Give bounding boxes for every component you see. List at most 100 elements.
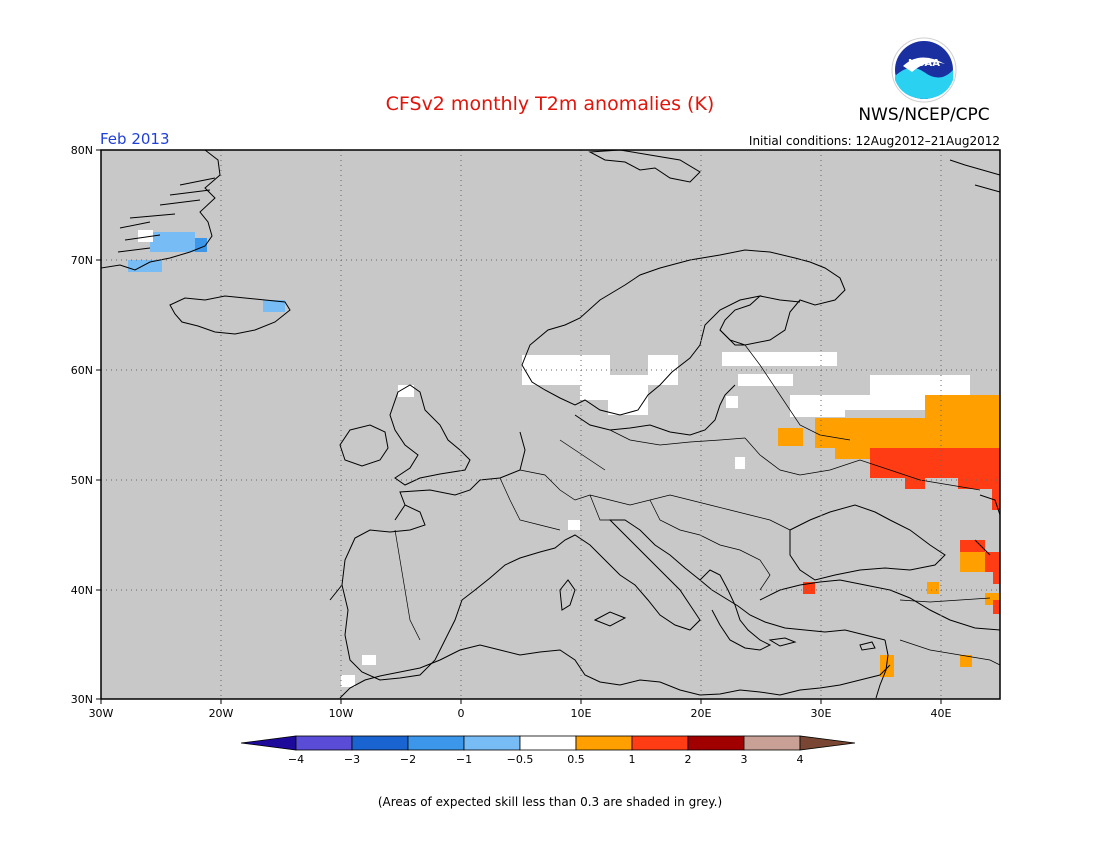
country-borders [394, 344, 1001, 666]
border-line [559, 429, 746, 471]
initial-conditions: Initial conditions: 12Aug2012–21Aug2012 [749, 134, 1000, 148]
greenland-coast [100, 149, 221, 278]
ireland-coast [339, 424, 389, 467]
noaa-logo-icon: NOAA [891, 37, 957, 103]
lat-label: 60N [71, 364, 93, 377]
latitude-labels: 80N 70N 60N 50N 40N 30N [71, 144, 93, 706]
forecast-month: Feb 2013 [100, 130, 170, 148]
anomaly-cell [778, 428, 803, 446]
lon-label: 10W [329, 707, 354, 720]
anomaly-cell [790, 395, 845, 417]
map-panel: 80N 70N 60N 50N 40N 30N 30W 20W 10W 0 10… [71, 144, 1001, 720]
lon-label: 30E [811, 707, 832, 720]
lat-label: 70N [71, 254, 93, 267]
novaya-zemlya-coast [949, 159, 1001, 193]
map-frame [100, 149, 1001, 700]
figure-title: CFSv2 monthly T2m anomalies (K) [386, 93, 715, 115]
skill-footnote: (Areas of expected skill less than 0.3 a… [378, 795, 722, 809]
lon-label: 0 [458, 707, 465, 720]
lat-label: 40N [71, 584, 93, 597]
colorbar-labels: −4 −3 −2 −1 −0.5 0.5 1 2 3 4 [288, 753, 804, 766]
scandinavia-coast [521, 249, 846, 416]
colorbar-label: −0.5 [507, 753, 534, 766]
colorbar-swatch [575, 735, 633, 751]
greenland-fjords [117, 177, 216, 253]
border-line [394, 529, 421, 641]
anomaly-cell [960, 540, 985, 552]
mediterranean-islands [559, 579, 876, 651]
border-line [899, 597, 1001, 666]
colorbar-label: 2 [685, 753, 692, 766]
lon-label: 20E [691, 707, 712, 720]
colorbar-label: 1 [629, 753, 636, 766]
axis-ticks [96, 149, 942, 704]
anomaly-cells [128, 230, 1000, 687]
baltic-coast [574, 384, 736, 436]
black-sea-coast [789, 504, 946, 581]
lon-label: 20W [209, 707, 234, 720]
balkans-greece-coast [699, 569, 772, 651]
anomaly-cell [362, 655, 376, 665]
colorbar-label: −1 [456, 753, 472, 766]
anomaly-cell [927, 582, 939, 594]
continent-coast [341, 431, 886, 681]
colorbar-label: 3 [741, 753, 748, 766]
anomaly-cell [960, 655, 972, 667]
anomaly-cell [870, 448, 1000, 478]
colorbar-swatch [463, 735, 521, 751]
colorbar-swatch [631, 735, 689, 751]
anomaly-cell [722, 352, 837, 366]
anomaly-cell [580, 355, 610, 400]
longitude-labels: 30W 20W 10W 0 10E 20E 30E 40E [89, 707, 952, 720]
caspian-coast [974, 494, 1001, 556]
iberia-coast [329, 504, 406, 601]
colorbar-swatch [351, 735, 409, 751]
colorbar-label: 0.5 [567, 753, 585, 766]
lon-label: 30W [89, 707, 114, 720]
anomaly-cell [568, 520, 580, 530]
anomaly-cell [993, 600, 1000, 614]
colorbar-label: −4 [288, 753, 304, 766]
anomaly-cell [128, 260, 162, 272]
logo-text: NOAA [908, 58, 940, 69]
anomaly-cell [263, 300, 285, 312]
anomaly-cell [150, 232, 195, 252]
iceland-coast [169, 295, 291, 335]
anomaly-cell [905, 475, 925, 489]
lat-label: 80N [71, 144, 93, 157]
anomaly-cell [608, 375, 648, 415]
north-africa-coast [339, 644, 891, 699]
colorbar-swatch [687, 735, 745, 751]
anomaly-cell [992, 488, 1000, 510]
colorbar-swatch [407, 735, 465, 751]
anomaly-cell [138, 230, 153, 242]
anomaly-cell [726, 396, 738, 408]
colorbar-swatch [295, 735, 353, 751]
colorbar-swatch [743, 735, 801, 751]
lat-label: 30N [71, 693, 93, 706]
colorbar: −4 −3 −2 −1 −0.5 0.5 1 2 3 4 [240, 735, 856, 766]
anomaly-cell [925, 395, 1000, 420]
svalbard-coast [588, 149, 701, 183]
agency-label: NWS/NCEP/CPC [858, 105, 989, 125]
anomaly-cell [870, 375, 970, 395]
coastlines [100, 149, 1001, 699]
levant-coast [875, 639, 889, 699]
colorbar-swatch [799, 735, 856, 751]
border-line [649, 499, 771, 591]
colorbar-label: −2 [400, 753, 416, 766]
finland-russia-border [719, 295, 801, 346]
lon-label: 10E [571, 707, 592, 720]
anomaly-cell [803, 582, 815, 594]
border-line [499, 477, 610, 531]
anomaly-cell [985, 552, 1000, 572]
anomaly-cell [398, 385, 414, 397]
colorbar-swatch [519, 735, 577, 751]
colorbar-swatches [240, 735, 856, 751]
anomaly-cell [815, 418, 1000, 448]
border-line [744, 344, 851, 441]
colorbar-swatch [240, 735, 297, 751]
anomaly-cell [840, 395, 930, 410]
lon-label: 40E [931, 707, 952, 720]
